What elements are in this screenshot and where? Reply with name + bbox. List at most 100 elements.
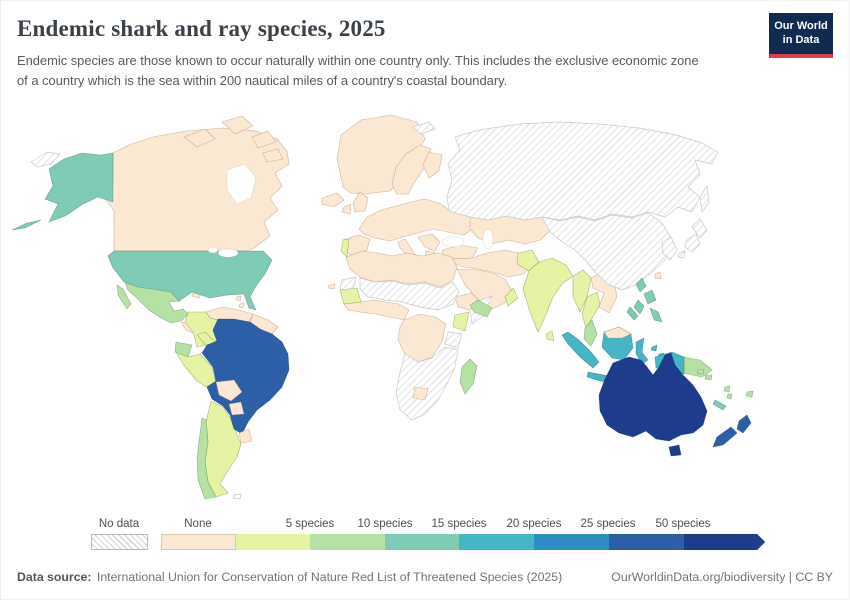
legend-swatch-10-15[interactable]	[384, 534, 460, 550]
country-portugal[interactable]	[340, 238, 350, 258]
country-mexico-baja[interactable]	[116, 284, 132, 310]
legend-label-50: 50 species	[655, 518, 711, 530]
country-solomon-islands[interactable]	[704, 374, 713, 381]
country-japan[interactable]	[684, 233, 701, 253]
country-russia[interactable]	[446, 121, 719, 221]
chart-subtitle: Endemic species are those known to occur…	[17, 53, 699, 88]
country-taiwan[interactable]	[654, 271, 662, 280]
owid-logo-line2: in Data	[782, 33, 820, 46]
country-brazil[interactable]	[201, 318, 290, 435]
region-central-asia[interactable]	[469, 215, 551, 245]
country-canada-arctic-island[interactable]	[251, 130, 277, 149]
country-papua-new-guinea[interactable]	[683, 356, 713, 378]
legend-labels: No data None 5 species 10 species 15 spe…	[1, 518, 849, 532]
country-vanuatu[interactable]	[723, 385, 731, 393]
country-china-mongolia[interactable]	[541, 212, 674, 291]
country-russia-chukotka[interactable]	[30, 151, 61, 168]
country-kenya[interactable]	[452, 311, 470, 332]
region-balkans[interactable]	[417, 233, 441, 252]
region-west-africa[interactable]	[343, 299, 410, 321]
country-bolivia[interactable]	[215, 379, 243, 402]
footer-links: OurWorldinData.org/biodiversity | CC BY	[611, 570, 833, 584]
bucket-10-15	[11, 152, 727, 411]
country-canada-arctic-island[interactable]	[262, 148, 284, 163]
legend-swatch-no-data[interactable]	[91, 534, 148, 550]
region-sahel-sudan[interactable]	[359, 277, 460, 311]
country-canary-islands[interactable]	[327, 283, 336, 290]
country-malaysia-borneo[interactable]	[603, 326, 632, 339]
country-new-zealand-south[interactable]	[712, 426, 738, 448]
country-australia[interactable]	[598, 352, 708, 442]
chart-header: Endemic shark and ray species, 2025 Ende…	[17, 13, 833, 90]
country-new-zealand-north[interactable]	[736, 414, 752, 434]
region-central-africa[interactable]	[397, 313, 447, 363]
country-india[interactable]	[522, 257, 574, 333]
legend-swatch-15-20[interactable]	[459, 534, 534, 550]
country-falkland-islands[interactable]	[232, 493, 242, 500]
legend-swatch-5-10[interactable]	[310, 534, 385, 550]
sea-black-sea	[441, 236, 465, 248]
lake-great-lakes	[207, 246, 219, 254]
country-western-sahara[interactable]	[339, 276, 357, 291]
country-united-states-aleutians[interactable]	[11, 219, 42, 231]
country-canada-arctic-island[interactable]	[183, 128, 216, 148]
region-middle-east[interactable]	[452, 249, 533, 278]
country-chile[interactable]	[196, 417, 217, 500]
country-philippines[interactable]	[643, 289, 657, 305]
country-indonesia-moluccas[interactable]	[650, 344, 658, 352]
country-indonesia-sulawesi[interactable]	[635, 337, 649, 365]
country-yemen[interactable]	[469, 299, 493, 318]
country-indonesia-sumatra[interactable]	[561, 331, 600, 369]
country-japan[interactable]	[691, 218, 708, 239]
country-iceland[interactable]	[321, 192, 345, 208]
country-vanuatu[interactable]	[726, 393, 733, 400]
country-korea[interactable]	[661, 236, 678, 261]
sea-caspian	[482, 228, 494, 250]
country-malaysia-peninsula[interactable]	[583, 319, 598, 347]
country-united-kingdom[interactable]	[352, 191, 369, 213]
country-canada-arctic-island[interactable]	[221, 115, 254, 135]
country-finland[interactable]	[422, 151, 443, 179]
bucket-no-data	[30, 121, 719, 500]
data-source-label: Data source:	[17, 570, 92, 584]
country-madagascar[interactable]	[459, 358, 478, 395]
country-philippines[interactable]	[633, 299, 645, 315]
data-source-text: International Union for Conservation of …	[96, 570, 563, 584]
country-philippines-palawan[interactable]	[626, 306, 639, 321]
license-badge[interactable]: CC BY	[795, 570, 833, 584]
region-lesser-antilles[interactable]	[238, 302, 245, 309]
country-russia-sakhalin[interactable]	[699, 185, 710, 213]
country-united-states[interactable]	[107, 250, 273, 311]
country-svalbard[interactable]	[412, 121, 436, 135]
country-japan[interactable]	[677, 250, 686, 259]
bucket-1-5	[175, 238, 601, 498]
country-uruguay[interactable]	[238, 428, 253, 444]
country-oman[interactable]	[504, 287, 519, 307]
chart-footer: Data source: International Union for Con…	[17, 570, 833, 584]
country-solomon-islands[interactable]	[696, 368, 705, 375]
legend-swatch-20-25[interactable]	[533, 534, 609, 550]
country-philippines[interactable]	[635, 277, 647, 293]
country-mauritania[interactable]	[339, 287, 362, 305]
country-tanzania[interactable]	[444, 331, 463, 349]
region-southern-africa[interactable]	[395, 346, 459, 421]
country-ireland[interactable]	[341, 203, 352, 215]
legend-swatch-1-5[interactable]	[235, 534, 311, 550]
country-australia-tasmania[interactable]	[668, 444, 682, 457]
owid-logo[interactable]: Our World in Data	[769, 13, 833, 58]
country-philippines[interactable]	[649, 307, 663, 323]
country-new-caledonia[interactable]	[712, 399, 727, 411]
country-united-states-alaska[interactable]	[44, 152, 114, 223]
country-paraguay[interactable]	[228, 401, 245, 416]
owid-link[interactable]: OurWorldinData.org/biodiversity	[611, 570, 786, 584]
region-lesser-antilles[interactable]	[235, 295, 242, 302]
country-botswana[interactable]	[412, 386, 429, 401]
country-fiji[interactable]	[745, 390, 754, 398]
legend-swatch-50-plus[interactable]	[683, 534, 765, 550]
country-ecuador[interactable]	[174, 341, 193, 358]
country-sri-lanka[interactable]	[545, 330, 555, 342]
legend-label-no-data: No data	[98, 518, 140, 530]
legend-swatch-none[interactable]	[161, 534, 236, 550]
legend-swatch-25-50[interactable]	[608, 534, 684, 550]
country-thailand[interactable]	[581, 291, 601, 329]
